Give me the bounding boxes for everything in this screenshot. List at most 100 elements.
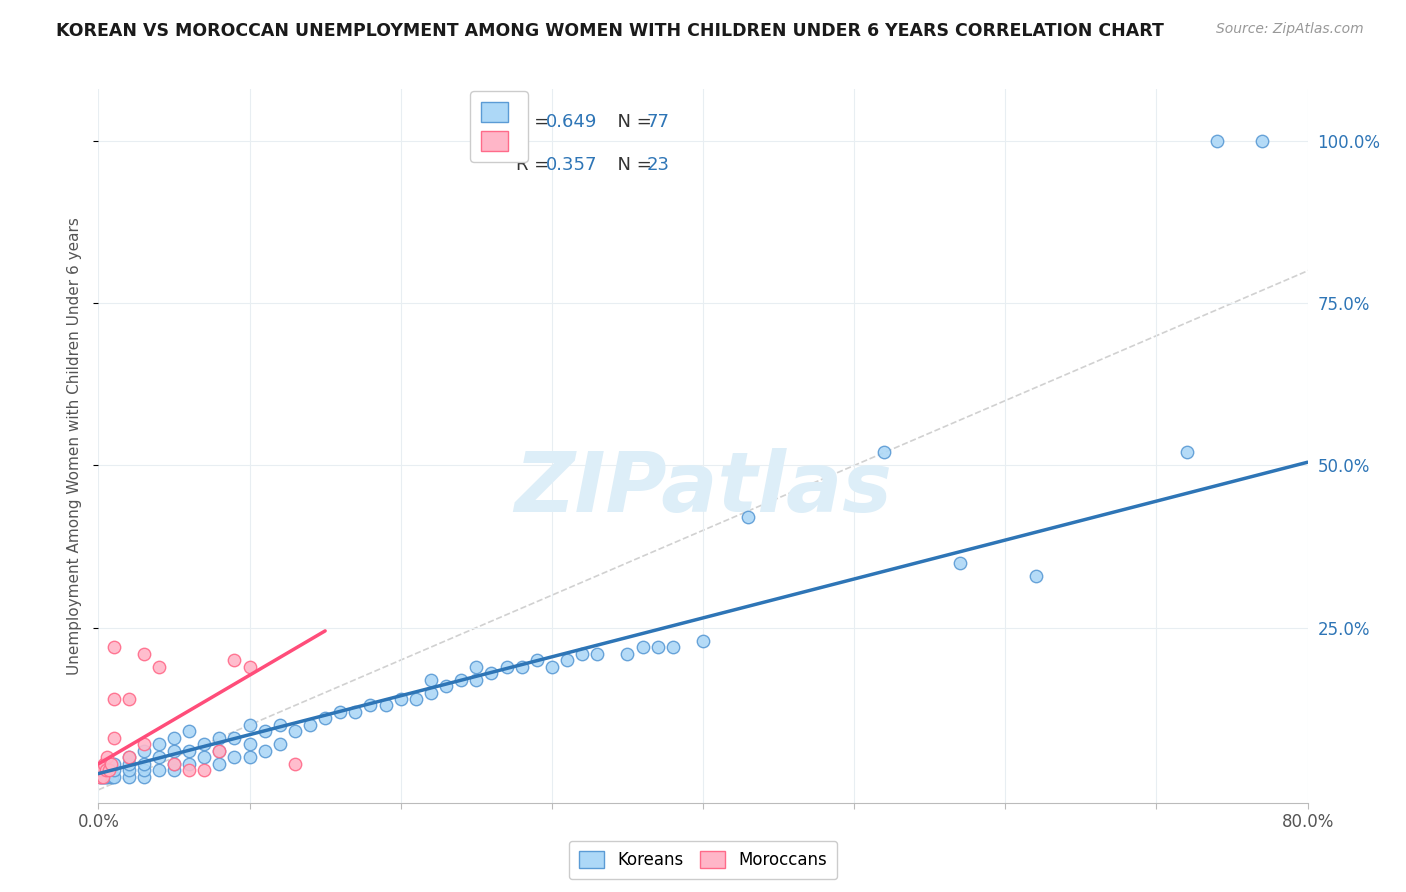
Point — [118, 750, 141, 764]
Text: R =: R = — [516, 113, 554, 131]
Point — [284, 724, 307, 739]
Point — [434, 679, 457, 693]
Point — [179, 744, 201, 758]
Point — [90, 764, 112, 778]
Point — [163, 744, 186, 758]
Point — [420, 685, 443, 699]
Point — [450, 673, 472, 687]
Point — [94, 770, 117, 784]
Point — [253, 724, 276, 739]
Point — [148, 750, 170, 764]
Point — [103, 756, 125, 771]
Point — [132, 770, 155, 784]
Legend: , : , — [470, 91, 529, 161]
Point — [360, 698, 382, 713]
Point — [224, 750, 246, 764]
Point — [224, 653, 246, 667]
Point — [662, 640, 685, 654]
Point — [103, 770, 125, 784]
Point — [98, 764, 121, 778]
Point — [179, 764, 201, 778]
Point — [269, 718, 291, 732]
Point — [100, 770, 122, 784]
Point — [208, 731, 231, 745]
Point — [163, 764, 186, 778]
Point — [132, 764, 155, 778]
Point — [101, 770, 124, 784]
Point — [163, 756, 186, 771]
Point — [374, 698, 396, 713]
Point — [118, 750, 141, 764]
Text: 23: 23 — [647, 156, 669, 174]
Point — [103, 764, 125, 778]
Point — [481, 666, 503, 681]
Point — [103, 640, 125, 654]
Text: N =: N = — [606, 156, 658, 174]
Point — [344, 705, 367, 719]
Point — [647, 640, 669, 654]
Point — [94, 764, 117, 778]
Point — [208, 756, 231, 771]
Point — [510, 659, 533, 673]
Point — [193, 738, 215, 752]
Point — [239, 750, 262, 764]
Point — [239, 718, 262, 732]
Point — [631, 640, 654, 654]
Point — [540, 659, 562, 673]
Text: ZIPatlas: ZIPatlas — [515, 449, 891, 529]
Point — [314, 711, 336, 725]
Point — [179, 756, 201, 771]
Text: R =: R = — [516, 156, 554, 174]
Text: KOREAN VS MOROCCAN UNEMPLOYMENT AMONG WOMEN WITH CHILDREN UNDER 6 YEARS CORRELAT: KOREAN VS MOROCCAN UNEMPLOYMENT AMONG WO… — [56, 22, 1164, 40]
Point — [132, 647, 155, 661]
Point — [148, 659, 170, 673]
Point — [284, 756, 307, 771]
Point — [1251, 134, 1274, 148]
Text: 0.357: 0.357 — [546, 156, 598, 174]
Point — [93, 756, 115, 771]
Point — [420, 673, 443, 687]
Point — [555, 653, 578, 667]
Point — [1206, 134, 1229, 148]
Legend: Koreans, Moroccans: Koreans, Moroccans — [569, 841, 837, 880]
Point — [89, 770, 111, 784]
Point — [224, 731, 246, 745]
Point — [949, 556, 972, 570]
Point — [91, 770, 114, 784]
Point — [465, 673, 488, 687]
Point — [269, 738, 291, 752]
Point — [1175, 445, 1198, 459]
Point — [405, 692, 427, 706]
Point — [118, 770, 141, 784]
Point — [132, 738, 155, 752]
Point — [389, 692, 412, 706]
Point — [96, 750, 118, 764]
Point — [132, 756, 155, 771]
Point — [873, 445, 896, 459]
Point — [208, 744, 231, 758]
Point — [495, 659, 517, 673]
Point — [299, 718, 322, 732]
Point — [103, 731, 125, 745]
Point — [98, 764, 121, 778]
Point — [571, 647, 593, 661]
Point — [148, 738, 170, 752]
Point — [239, 659, 262, 673]
Point — [90, 770, 112, 784]
Point — [1024, 568, 1046, 582]
Point — [737, 510, 759, 524]
Point — [148, 764, 170, 778]
Point — [616, 647, 638, 661]
Point — [465, 659, 488, 673]
Point — [93, 770, 115, 784]
Point — [526, 653, 548, 667]
Point — [193, 764, 215, 778]
Text: Source: ZipAtlas.com: Source: ZipAtlas.com — [1216, 22, 1364, 37]
Point — [692, 633, 714, 648]
Point — [89, 770, 111, 784]
Point — [193, 750, 215, 764]
Point — [208, 744, 231, 758]
Point — [132, 744, 155, 758]
Point — [118, 756, 141, 771]
Point — [586, 647, 609, 661]
